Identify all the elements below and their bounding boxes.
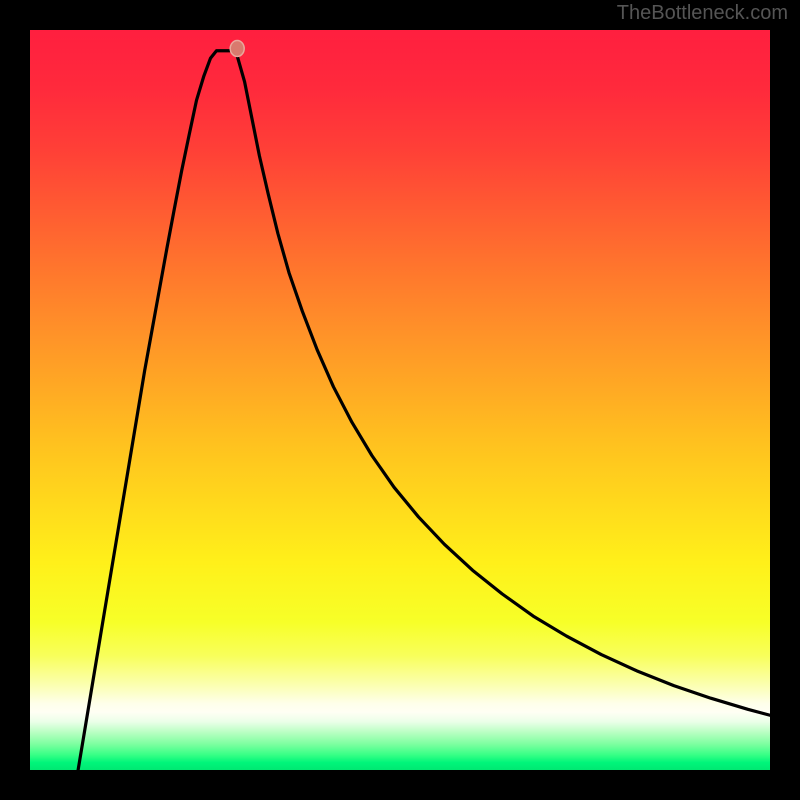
plot-svg xyxy=(30,30,770,770)
watermark-text: TheBottleneck.com xyxy=(617,2,788,25)
minimum-marker xyxy=(230,41,244,57)
plot-area xyxy=(30,30,770,770)
chart-container: TheBottleneck.com xyxy=(0,0,800,800)
